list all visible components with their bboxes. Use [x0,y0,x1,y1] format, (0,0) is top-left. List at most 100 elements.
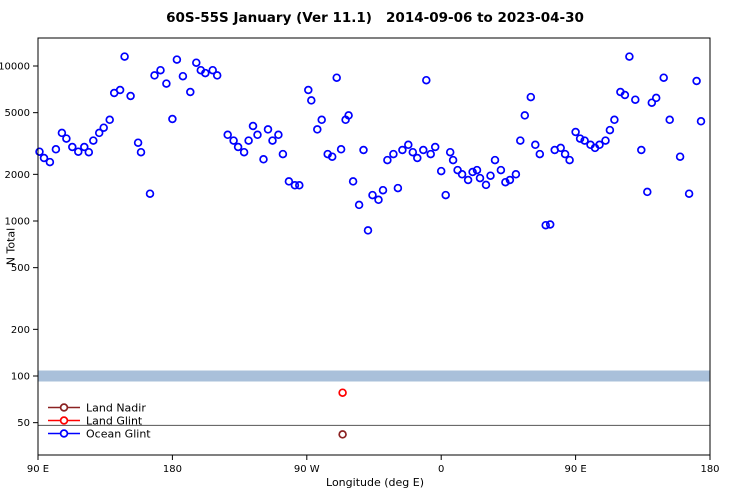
y-tick-label: 100 [11,372,30,383]
ocean-glint-point [74,147,83,156]
ocean-glint-point [295,181,304,190]
ocean-glint-point [535,149,545,159]
ocean-glint-point [45,157,55,167]
ocean-glint-point [263,125,273,134]
ocean-glint-point [393,183,403,193]
legend-marker [59,416,69,425]
ocean-glint-point [541,220,550,230]
ocean-glint-point [253,130,262,140]
ocean-glint-point [39,153,49,163]
legend-label: Land Nadir [86,402,146,415]
ocean-glint-point [665,115,674,125]
x-tick-label: 90 E [564,464,586,475]
ocean-glint-point [336,145,346,154]
ocean-glint-point [511,170,521,179]
ocean-glint-point [580,136,589,145]
legend-label: Land Glint [86,415,143,428]
ocean-glint-point [317,115,326,125]
ocean-glint-point [426,149,435,159]
ocean-glint-point [475,173,485,183]
y-tick-label: 1000 [5,217,30,228]
y-tick-label: 10000 [0,62,30,73]
ocean-glint-point [178,71,188,81]
ocean-glint-point [436,166,446,176]
ocean-glint-point [651,93,661,103]
ocean-glint-point [51,145,61,154]
ocean-glint-point [595,140,604,150]
ocean-glint-point [404,140,413,150]
ocean-glint-point [145,189,155,198]
ocean-glint-point [486,171,495,180]
ocean-glint-point [304,85,313,95]
ocean-glint-point [126,91,135,101]
ocean-glint-point [105,115,114,125]
ocean-glint-point [57,128,67,138]
ocean-glint-point [284,177,294,186]
ocean-glint-point [419,145,428,155]
ocean-glint-point [531,140,540,150]
y-tick-label: 5000 [5,108,30,119]
ocean-glint-point [675,152,685,161]
ocean-glint-point [344,111,353,120]
ocean-glint-point [684,189,694,198]
ocean-glint-point [233,142,243,152]
y-tick-label: 500 [11,263,30,274]
ocean-glint-point [496,165,506,175]
ocean-glint-point [481,180,491,190]
ocean-glint-point [501,177,510,187]
ocean-glint-point [354,200,364,210]
ocean-glint-point [229,136,238,145]
y-tick-label: 200 [11,325,30,336]
land-nadir-point [338,430,347,439]
ocean-glint-point [80,142,89,152]
ocean-glint-point [374,195,383,205]
ocean-glint-point [136,147,146,157]
ocean-glint-point [560,149,570,159]
ocean-glint-point [389,149,398,159]
ocean-glint-point [575,134,585,143]
ocean-glint-point [359,145,368,155]
x-tick-label: 180 [163,464,182,475]
ocean-glint-point [448,155,458,165]
ocean-glint-point [398,145,407,155]
ocean-glint-point [94,128,104,138]
ocean-glint-point [601,136,610,145]
ocean-glint-point [120,52,129,61]
plot-frame [37,37,711,456]
ocean-glint-point [239,147,249,157]
ocean-glint-point [348,177,358,186]
ocean-glint-point [647,98,657,107]
ocean-glint-point [692,76,701,86]
ocean-glint-point [307,96,316,105]
ocean-glint-point [463,175,473,185]
y-tick-label: 50 [17,418,30,429]
ocean-glint-point [290,181,300,190]
ocean-glint-point [133,138,143,147]
ocean-glint-point [545,220,555,229]
y-axis-label: N Total [4,227,18,266]
ocean-glint-point [313,125,322,134]
x-tick-label: 0 [438,464,444,475]
ocean-glint-point [68,142,77,152]
ocean-glint-point [453,165,462,175]
ocean-glint-point [35,147,44,156]
ocean-glint-point [505,175,515,185]
ocean-glint-point [605,125,615,135]
ocean-glint-point [89,136,98,145]
ocean-glint-point [172,55,182,64]
ocean-glint-point [472,165,482,175]
x-tick-label: 90 E [27,464,49,475]
ocean-glint-point [201,68,210,78]
ocean-glint-point [565,155,574,165]
ocean-glint-point [468,167,477,177]
ocean-glint-point [422,75,431,85]
ocean-glint-point [625,52,634,61]
ocean-glint-point [445,147,455,157]
ocean-glint-point [115,85,125,95]
ocean-glint-point [244,136,253,145]
x-tick-label: 90 W [294,464,320,475]
ocean-glint-point [696,117,706,126]
ocean-glint-point [457,170,467,179]
